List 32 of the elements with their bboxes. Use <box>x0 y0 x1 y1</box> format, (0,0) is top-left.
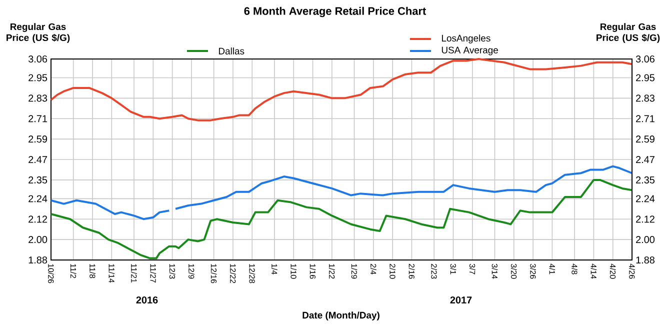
y-axis-title: Regular Gas Price (US $/G) <box>6 23 70 43</box>
y2-tick-label: 2.00 <box>636 236 655 244</box>
y2-tick-label: 2.35 <box>636 176 655 184</box>
y-tick-label: 3.06 <box>28 55 48 63</box>
y2-tick-label: 3.06 <box>636 55 654 63</box>
y2-tick-label: 2.24 <box>636 195 655 202</box>
y-tick-label: 2.71 <box>28 115 48 122</box>
legend-label: Dallas <box>218 48 244 54</box>
legend-label: USA Average <box>442 46 498 56</box>
legend-label: LosAngeles <box>442 34 490 44</box>
y-tick-label: 2.59 <box>28 136 48 143</box>
y-tick-label: 2.35 <box>28 176 48 184</box>
chart-title: 6 Month Average Retail Price Chart <box>244 6 426 18</box>
y2-tick-label: 2.59 <box>636 136 654 143</box>
y-tick-label: 2.95 <box>28 74 48 82</box>
y2-tick-label: 2.12 <box>636 216 654 223</box>
y2-tick-label: 2.71 <box>636 115 654 122</box>
y-tick-label: 2.00 <box>28 236 48 244</box>
y-tick-label: 2.83 <box>28 94 48 102</box>
y-tick-label: 2.47 <box>28 156 47 163</box>
y2-tick-label: 2.47 <box>636 156 654 163</box>
y-tick-label: 2.12 <box>28 216 47 223</box>
x-axis-title: Date (Month/Day) <box>302 312 380 320</box>
text: 2016 <box>136 296 158 304</box>
y2-tick-label: 1.88 <box>636 256 654 264</box>
line-series <box>50 178 634 260</box>
y-tick-label: 1.88 <box>28 256 48 264</box>
text: 2017 <box>450 296 472 304</box>
y2-tick-label: 2.83 <box>636 94 654 102</box>
y-tick-label: 2.24 <box>28 195 48 202</box>
y2-axis-title: Regular Gas Price (US $/G) <box>596 23 660 43</box>
y2-tick-label: 2.95 <box>636 74 655 82</box>
